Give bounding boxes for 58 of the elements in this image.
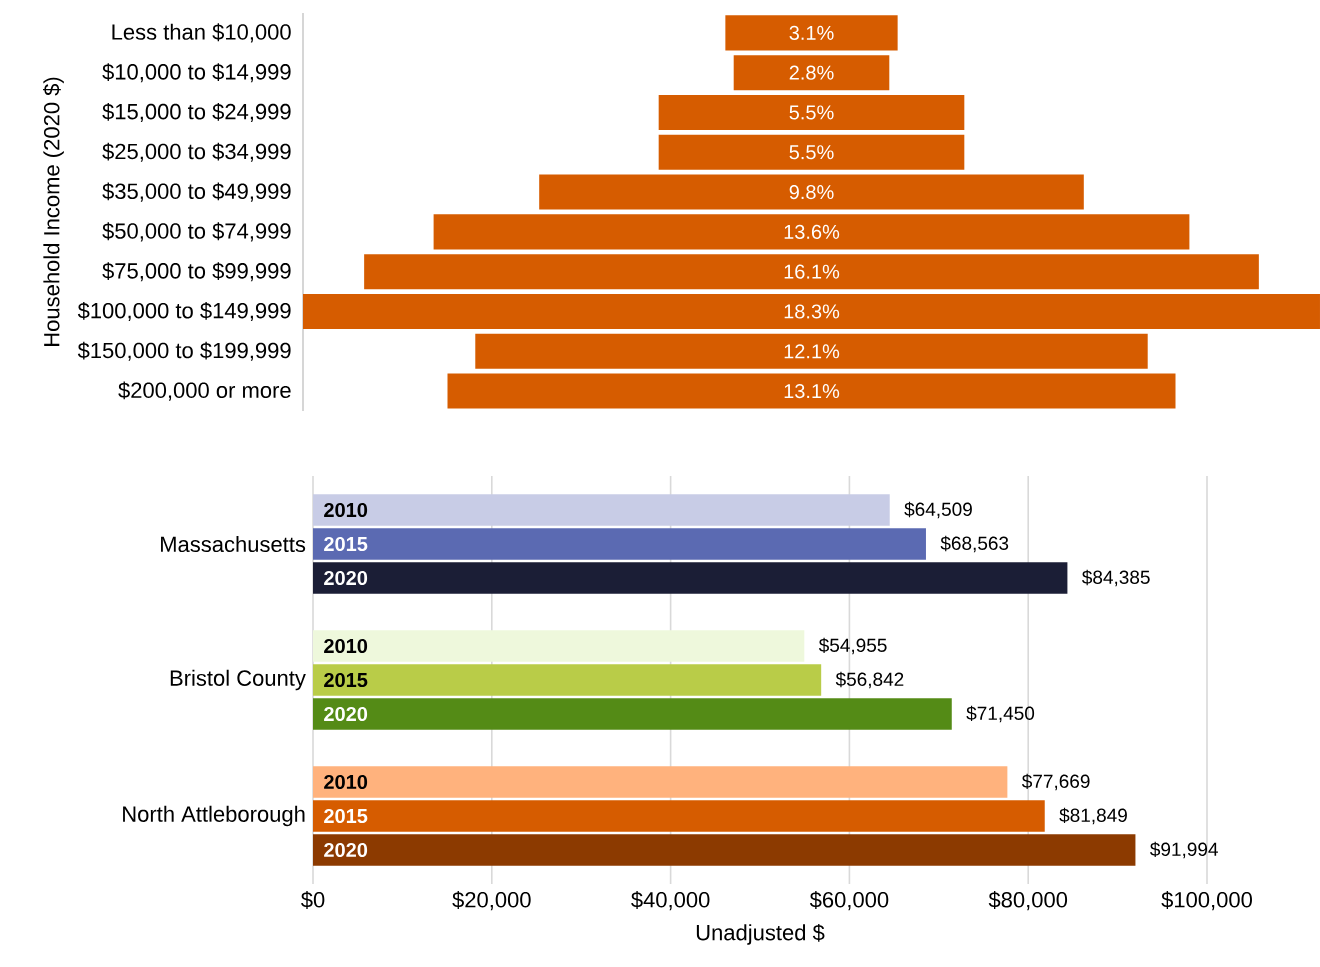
x-tick-label: $100,000 <box>1161 891 1252 911</box>
x-axis-title: Unadjusted $ <box>696 923 825 945</box>
data-label: 5.5% <box>789 145 834 160</box>
text: Household Income (2020 $) <box>43 77 64 346</box>
category-label: $25,000 to $34,999 <box>102 142 291 162</box>
data-label: 13.6% <box>784 224 840 239</box>
text: 2020 <box>324 706 368 722</box>
series-label: 2010 <box>324 638 368 654</box>
bar <box>313 834 1136 866</box>
data-label: $84,385 <box>1082 569 1150 587</box>
bar <box>313 630 805 662</box>
text: 2010 <box>324 502 368 518</box>
data-label: $64,509 <box>904 501 972 519</box>
data-label: $91,994 <box>1150 841 1218 859</box>
x-tick-label: $80,000 <box>988 891 1068 911</box>
data-label: 5.5% <box>789 105 834 120</box>
y-tick-label: Massachusetts <box>161 535 306 553</box>
category-label: $15,000 to $24,999 <box>102 102 291 123</box>
category-label: $200,000 or more <box>118 381 291 401</box>
text: 2015 <box>324 672 368 688</box>
text: 2015 <box>324 808 368 824</box>
bar <box>313 800 1045 832</box>
category-label: $35,000 to $49,999 <box>102 182 291 202</box>
category-label: $100,000 to $149,999 <box>77 301 291 322</box>
series-label: 2020 <box>324 570 368 586</box>
data-label: $68,563 <box>940 535 1009 553</box>
x-tick-label: $0 <box>301 891 325 909</box>
data-label: 16.1% <box>784 264 840 279</box>
y-tick-label: Bristol County <box>170 669 306 691</box>
bar <box>313 664 822 696</box>
x-tick-label: $60,000 <box>809 891 889 911</box>
bar <box>313 766 1008 798</box>
text: 2020 <box>324 842 368 858</box>
x-tick-label: $40,000 <box>631 891 710 911</box>
y-tick-label: North Attleborough <box>123 805 305 827</box>
data-label: 3.1% <box>789 25 834 40</box>
data-label: $54,955 <box>818 637 887 655</box>
category-label: $10,000 to $14,999 <box>102 63 291 83</box>
bar <box>313 698 952 730</box>
data-label: 2.8% <box>789 65 834 80</box>
bar <box>313 562 1068 594</box>
data-label: 18.3% <box>784 304 840 319</box>
category-label: $150,000 to $199,999 <box>77 341 291 361</box>
text: 2010 <box>324 774 368 790</box>
category-label: $75,000 to $99,999 <box>102 262 291 282</box>
category-label: $50,000 to $74,999 <box>102 222 291 242</box>
data-label: 12.1% <box>784 344 840 359</box>
bar <box>313 494 890 526</box>
data-label: $56,842 <box>835 671 904 689</box>
bar <box>313 528 926 560</box>
data-label: $77,669 <box>1021 773 1090 791</box>
data-label: 9.8% <box>789 185 834 200</box>
category-label: Less than $10,000 <box>112 23 291 43</box>
x-tick-label: $20,000 <box>452 891 531 911</box>
data-label: $71,450 <box>966 705 1035 723</box>
data-label: $81,849 <box>1059 807 1127 825</box>
data-label: 13.1% <box>784 384 840 399</box>
series-label: 2015 <box>324 536 368 552</box>
